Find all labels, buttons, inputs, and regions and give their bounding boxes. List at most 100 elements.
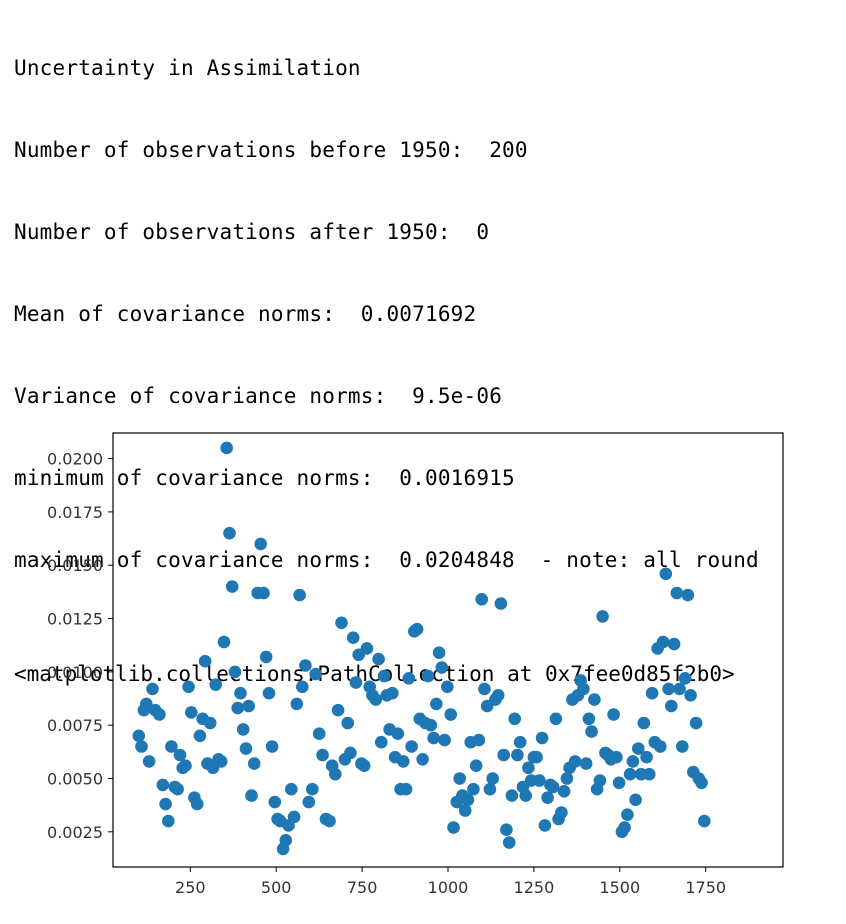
- scatter-point: [491, 689, 505, 702]
- scatter-point: [441, 680, 454, 694]
- scatter-point: [285, 782, 298, 796]
- scatter-point: [242, 699, 255, 713]
- scatter-point: [500, 823, 513, 836]
- scatter-point: [557, 785, 571, 798]
- scatter-point: [135, 740, 148, 753]
- scatter-point: [190, 797, 204, 811]
- scatter-point: [424, 718, 438, 732]
- output-title: Uncertainty in Assimilation: [14, 56, 361, 80]
- scatter-point: [217, 635, 231, 649]
- scatter-point: [511, 748, 524, 762]
- scatter-point: [372, 652, 385, 666]
- scatter-point: [247, 757, 261, 770]
- scatter-point: [344, 746, 357, 760]
- scatter-point: [577, 682, 590, 696]
- scatter-point: [430, 697, 443, 711]
- scatter-point: [698, 814, 711, 828]
- scatter-point: [596, 610, 609, 623]
- scatter-point: [643, 767, 656, 781]
- scatter-point: [513, 735, 527, 749]
- scatter-point: [623, 767, 637, 781]
- scatter-point: [225, 580, 239, 593]
- scatter-point: [142, 755, 156, 768]
- scatter-point: [239, 742, 253, 755]
- scatter-point: [610, 750, 623, 764]
- scatter-point: [375, 735, 388, 749]
- scatter-point: [262, 686, 276, 700]
- output-mean-norms: Mean of covariance norms: 0.0071692: [14, 302, 477, 326]
- output-observations-before: Number of observations before 1950: 200: [14, 138, 528, 162]
- scatter-point: [214, 755, 228, 768]
- scatter-point: [618, 821, 631, 834]
- scatter-point: [198, 654, 212, 668]
- x-tick-label: 500: [261, 878, 292, 897]
- scatter-point: [349, 676, 363, 689]
- scatter-point: [486, 772, 500, 785]
- scatter-point: [287, 810, 301, 824]
- scatter-point: [502, 836, 516, 849]
- scatter-point: [458, 804, 472, 817]
- scatter-point: [483, 782, 497, 796]
- scatter-point: [546, 780, 560, 794]
- scatter-point: [673, 682, 686, 696]
- scatter-point: [410, 622, 424, 636]
- scatter-point: [236, 723, 250, 736]
- scatter-point: [582, 712, 596, 726]
- scatter-point: [399, 782, 413, 796]
- output-variance-norms: Variance of covariance norms: 9.5e-06: [14, 384, 503, 408]
- scatter-point: [588, 693, 601, 706]
- y-tick-label: 0.0175: [47, 503, 103, 522]
- scatter-point: [223, 526, 236, 540]
- scatter-point: [519, 789, 532, 802]
- scatter-point: [179, 759, 192, 772]
- scatter-point: [676, 740, 689, 753]
- scatter-point: [391, 727, 405, 740]
- output-observations-after: Number of observations after 1950: 0: [14, 220, 490, 244]
- scatter-point: [346, 631, 360, 644]
- cell-output: Uncertainty in Assimilation Number of ob…: [14, 8, 846, 715]
- plot-frame: [112, 432, 784, 868]
- scatter-point: [626, 755, 640, 768]
- scatter-point: [416, 753, 429, 766]
- scatter-point: [684, 689, 697, 702]
- scatter-point: [306, 782, 319, 796]
- output-maximum-norms: maximum of covariance norms: 0.0204848 -…: [14, 548, 759, 572]
- scatter-point: [475, 593, 489, 606]
- scatter-point: [593, 774, 607, 787]
- scatter-point: [341, 716, 355, 730]
- scatter-point: [209, 678, 222, 691]
- scatter-point: [508, 712, 521, 726]
- scatter-point: [444, 708, 458, 721]
- scatter-point: [535, 731, 549, 745]
- scatter-point: [659, 567, 673, 581]
- scatter-point: [203, 716, 217, 730]
- scatter-point: [656, 635, 670, 649]
- scatter-point: [290, 697, 304, 711]
- scatter-point: [245, 789, 258, 802]
- scatter-point: [435, 661, 449, 674]
- scatter-point: [302, 795, 316, 809]
- scatter-point: [309, 667, 323, 681]
- scatter-point: [312, 727, 326, 740]
- scatter-point: [560, 772, 574, 785]
- scatter-point: [568, 755, 582, 768]
- scatter-point: [497, 748, 511, 762]
- scatter-point: [432, 646, 446, 659]
- scatter-point: [579, 757, 593, 770]
- scatter-point: [695, 776, 708, 790]
- scatter-point: [665, 699, 678, 713]
- scatter-point: [405, 740, 418, 753]
- x-tick-label: 1750: [685, 878, 726, 897]
- y-tick-label: 0.0125: [47, 610, 103, 629]
- y-tick-label: 0.0050: [47, 769, 103, 788]
- x-tick-label: 250: [175, 878, 206, 897]
- x-tick-label: 1250: [514, 878, 555, 897]
- scatter-point: [530, 750, 543, 764]
- scatter-point: [316, 748, 329, 762]
- scatter-point: [654, 740, 667, 753]
- scatter-point: [637, 716, 651, 730]
- scatter-point: [377, 669, 391, 683]
- scatter-point: [329, 767, 342, 781]
- scatter-point: [438, 733, 451, 747]
- scatter-point: [234, 686, 247, 700]
